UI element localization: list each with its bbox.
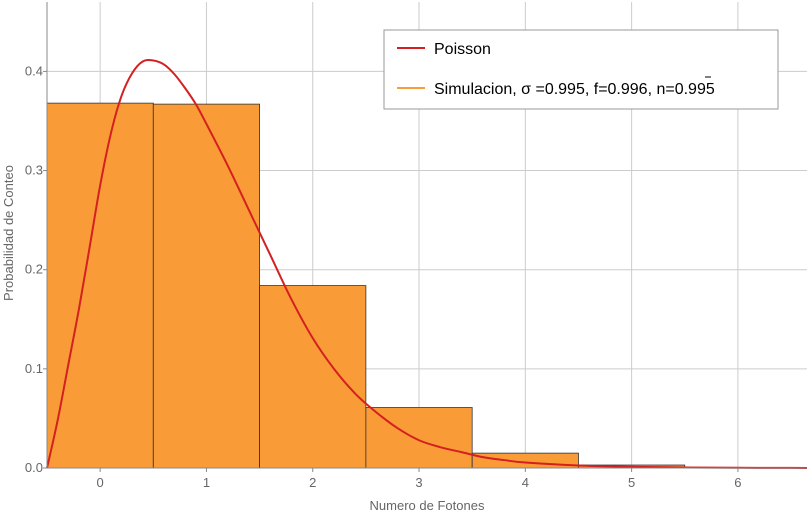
x-tick-label: 5 [628,475,635,490]
legend-box [383,29,779,110]
poisson-line [46,59,807,469]
y-axis-title: Probabilidad de Conteo [1,165,16,301]
x-tick-label: 3 [415,475,422,490]
bar-2 [259,285,367,469]
x-tick-label: 2 [309,475,316,490]
x-tick-label: 4 [522,475,529,490]
x-tick-label: 6 [734,475,741,490]
histogram-bars [46,102,792,469]
bar-1 [152,103,260,469]
legend: Poisson Simulacion, σ =0.995, f=0.996, n=… [383,29,779,110]
x-axis-title: Numero de Fotones [370,498,485,513]
y-tick-label: 0.4 [25,63,43,78]
x-tick-label: 0 [97,475,104,490]
legend-label: Poisson [434,41,491,58]
plot-frame [46,2,807,469]
legend-label: Simulacion, σ =0.995, f=0.996, n=0.995 [434,81,715,98]
x-tick-label: 1 [203,475,210,490]
y-tick-label: 0.1 [25,361,43,376]
bar-0 [46,102,154,469]
y-tick-label: 0.0 [25,460,43,475]
y-tick-label: 0.3 [25,163,43,178]
tick-labels: 0 1 2 3 4 5 6 0.0 0.1 0.2 0.3 0.4 [25,63,742,490]
poisson-curve [46,59,807,469]
y-tick-label: 0.2 [25,262,43,277]
